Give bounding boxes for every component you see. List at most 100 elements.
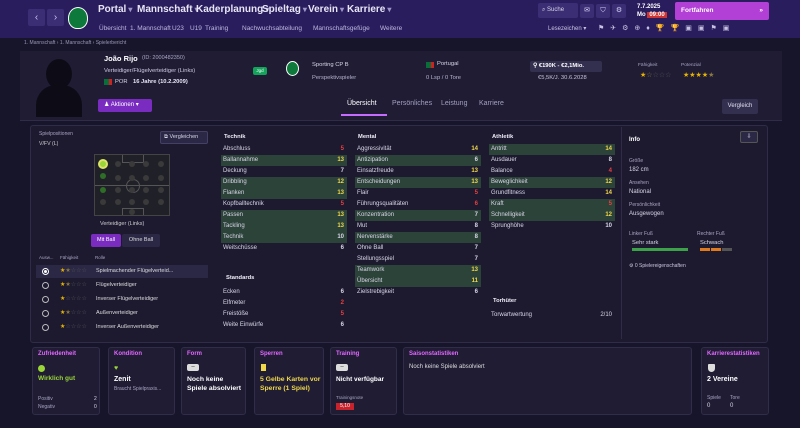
radio-icon[interactable]: [42, 282, 49, 289]
attr-row[interactable]: Grundfitness 14: [491, 190, 612, 196]
attr-row[interactable]: Ecken 6: [223, 289, 344, 295]
attr-row[interactable]: Mut 8: [357, 223, 478, 229]
card-form[interactable]: Form – Noch keine Spiele absolviert: [181, 347, 246, 415]
attr-row[interactable]: Einsatzfreude 13: [357, 168, 478, 174]
player-traits[interactable]: ⚙ 0 Spielereigenschaften: [629, 263, 686, 269]
with-ball-toggle[interactable]: Mit Ball: [91, 234, 121, 247]
attr-row[interactable]: Weitschüsse 6: [223, 245, 344, 251]
country-name[interactable]: Portugal: [437, 61, 459, 67]
card-zufriedenheit[interactable]: Zufriedenheit Wirklich gut Positiv 2 Neg…: [32, 347, 100, 415]
subnav-uebersicht[interactable]: Übersicht: [99, 25, 127, 32]
attr-row[interactable]: Kraft 5: [489, 199, 615, 210]
card-saisonstatistiken[interactable]: Saisonstatistiken Noch keine Spiele abso…: [403, 347, 692, 415]
card-kondition[interactable]: Kondition ♥ Zenit Braucht Spielpraxis...: [108, 347, 175, 415]
attr-row[interactable]: Konzentration 7: [355, 210, 481, 221]
club-name[interactable]: Sporting CP B: [312, 62, 349, 68]
download-icon[interactable]: ⇩: [740, 131, 758, 143]
attr-row[interactable]: Passen 13: [221, 210, 347, 221]
attr-row[interactable]: Schnelligkeit 12: [489, 210, 615, 221]
attr-row[interactable]: Dribbling 12: [221, 177, 347, 188]
tab-uebersicht[interactable]: Übersicht: [347, 100, 377, 107]
continue-button[interactable]: Fortfahren»: [675, 2, 769, 20]
attr-row[interactable]: Deckung 7: [223, 168, 344, 174]
subnav-u23[interactable]: U23: [172, 25, 184, 32]
position-marker: [100, 173, 106, 179]
subnav-mannschaftsgefuege[interactable]: Mannschaftsgefüge: [313, 25, 370, 32]
subnav-nachwuchs[interactable]: Nachwuchsabteilung: [242, 25, 302, 32]
attr-row[interactable]: Freistöße 5: [223, 311, 344, 317]
attr-row[interactable]: Balance 4: [491, 168, 612, 174]
reputation-value: National: [629, 189, 652, 195]
attr-row[interactable]: Zielstrebigkeit 6: [357, 289, 478, 295]
role-row[interactable]: ★☆☆☆☆ Inverser Flügelverteidiger: [36, 293, 208, 306]
role-row[interactable]: ★★☆☆☆ Flügelverteidiger: [36, 279, 208, 292]
nav-karriere[interactable]: Karriere ▾: [347, 4, 392, 15]
attr-row[interactable]: Antizipation 6: [355, 155, 481, 166]
attr-row[interactable]: Ohne Ball 7: [357, 245, 478, 251]
radio-icon[interactable]: [42, 324, 49, 331]
radio-selected-icon[interactable]: [42, 268, 49, 275]
card-karrierestatistiken[interactable]: Karrierestatistiken 2 Vereine Spiele 0 T…: [701, 347, 769, 415]
nav-kaderplanung[interactable]: Kaderplanung ▾: [196, 4, 270, 15]
attr-row[interactable]: Antritt 14: [489, 144, 615, 155]
tab-leistung[interactable]: Leistung: [441, 100, 468, 107]
attr-row[interactable]: Entscheidungen 13: [355, 177, 481, 188]
attr-row[interactable]: Stellungsspiel 7: [357, 256, 478, 262]
position-marker: [129, 209, 135, 215]
tab-karriere[interactable]: Karriere: [479, 100, 504, 107]
nav-mannschaft[interactable]: Mannschaft ▾: [137, 4, 199, 15]
gear-icon[interactable]: ⚙: [612, 4, 626, 18]
actions-button[interactable]: ♟ Aktionen ▾: [98, 99, 152, 112]
nav-verein[interactable]: Verein ▾: [308, 4, 345, 15]
subnav-training[interactable]: Training: [205, 25, 229, 32]
card-sperren[interactable]: Sperren 5 Gelbe Karten vor Sperre (1 Spi…: [254, 347, 324, 415]
role-row[interactable]: ★★☆☆☆ Spielmachender Flügelverteid...: [36, 265, 208, 278]
info-title: Info: [629, 137, 640, 143]
goalkeeper-rating[interactable]: Torwartwertung 2/10: [491, 312, 612, 318]
nav-spieltag[interactable]: Spieltag ▾: [262, 4, 307, 15]
compare-positions-button[interactable]: ⧉ Vergleichen: [160, 131, 208, 144]
radio-icon[interactable]: [42, 296, 49, 303]
position-marker: [158, 161, 164, 167]
subnav-1-mannschaft[interactable]: 1. Mannschaft: [130, 25, 171, 32]
attr-row[interactable]: Technik 10: [221, 232, 347, 243]
attr-row[interactable]: Kopfballtechnik 5: [223, 201, 344, 207]
role-row[interactable]: ★★☆☆☆ Außenverteidiger: [36, 307, 208, 320]
position-marker: [115, 187, 121, 193]
attr-row[interactable]: Beweglichkeit 12: [489, 177, 615, 188]
subnav-weitere[interactable]: Weitere: [380, 25, 403, 32]
radio-icon[interactable]: [42, 310, 49, 317]
bookmarks-menu[interactable]: Lesezeichen ▾: [548, 26, 587, 32]
compare-button[interactable]: Vergleich: [722, 99, 758, 114]
attr-row[interactable]: Nervenstärke 8: [355, 232, 481, 243]
attr-row[interactable]: Ausdauer 8: [491, 157, 612, 163]
compare-icon: ⧉: [164, 134, 170, 140]
tab-persoenliches[interactable]: Persönliches: [392, 100, 433, 107]
attr-row[interactable]: Weite Einwürfe 6: [223, 322, 344, 328]
position-marker: [115, 199, 121, 205]
attr-row[interactable]: Flair 5: [357, 190, 478, 196]
club-crest-icon[interactable]: [286, 61, 299, 76]
mail-icon[interactable]: ✉: [580, 4, 594, 18]
subnav-u19[interactable]: U19: [190, 25, 202, 32]
forward-icon[interactable]: ›: [47, 9, 64, 26]
attr-row[interactable]: Sprunghöhe 10: [491, 223, 612, 229]
attr-row[interactable]: Ballannahme 13: [221, 155, 347, 166]
attr-row[interactable]: Teamwork 13: [355, 265, 481, 276]
attr-row[interactable]: Elfmeter 2: [223, 300, 344, 306]
role-row[interactable]: ★☆☆☆☆ Inverser Außenverteidiger: [36, 321, 208, 334]
nav-portal[interactable]: Portal ▾: [98, 4, 133, 15]
attr-row[interactable]: Flanken 13: [221, 188, 347, 199]
shield-icon[interactable]: ⛉: [596, 4, 610, 18]
attr-row[interactable]: Tackling 13: [221, 221, 347, 232]
attr-row[interactable]: Aggressivität 14: [357, 146, 478, 152]
club-crest-icon[interactable]: [68, 7, 88, 29]
search-button[interactable]: ⌕ Suche: [538, 3, 578, 18]
quick-links[interactable]: ⚑✈⚙⊕♦🏆🏆▣▣⚑▣: [598, 25, 736, 32]
back-icon[interactable]: ‹: [28, 9, 45, 26]
attr-row[interactable]: Abschluss 5: [223, 146, 344, 152]
card-training[interactable]: Training – Nicht verfügbar Trainingsnote…: [330, 347, 397, 415]
attr-row[interactable]: Übersicht 11: [355, 276, 481, 287]
attr-row[interactable]: Führungsqualitäten 6: [357, 201, 478, 207]
without-ball-toggle[interactable]: Ohne Ball: [122, 234, 160, 247]
